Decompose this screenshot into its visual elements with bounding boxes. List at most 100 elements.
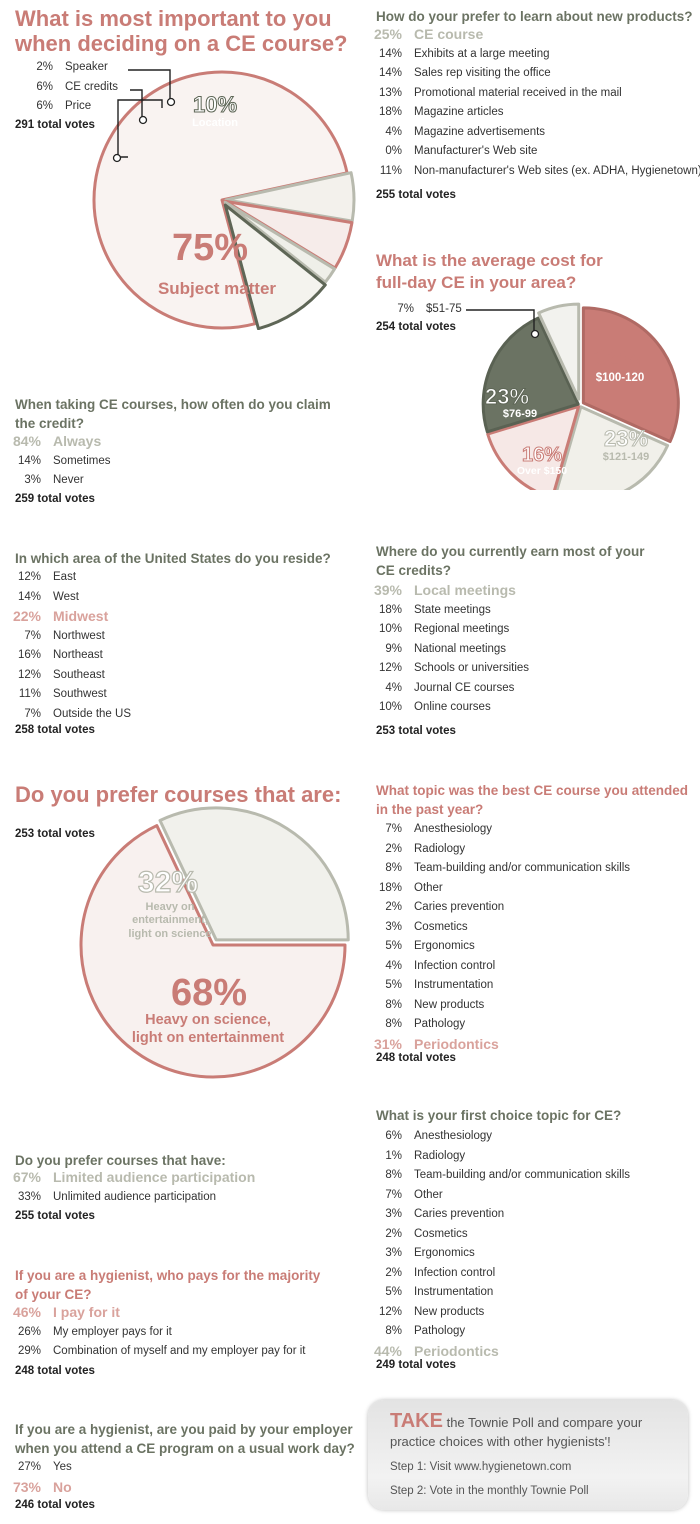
s1-leader-price bbox=[117, 99, 163, 158]
s3-label-a: $100-120 bbox=[596, 372, 645, 384]
list-item: 7% $51-75 bbox=[376, 300, 462, 320]
item-label: Southwest bbox=[53, 688, 107, 700]
list-item: 2% Infection control bbox=[364, 1264, 630, 1284]
item-percent: 25% bbox=[373, 26, 402, 42]
list-item: 25% CE course bbox=[364, 25, 700, 45]
list-item: 9% National meetings bbox=[364, 640, 529, 660]
s7-b-l1: Heavy on science, bbox=[145, 1012, 271, 1028]
item-label: Ergonomics bbox=[414, 940, 475, 952]
s11-total: 248 total votes bbox=[15, 1365, 95, 1377]
item-label: Northwest bbox=[53, 629, 105, 642]
s3-pie-slices bbox=[481, 302, 680, 490]
list-item: 8% Team-building and/or communication ski… bbox=[364, 859, 630, 879]
item-percent: 7% bbox=[24, 707, 41, 720]
list-item: 12% Southeast bbox=[3, 666, 131, 686]
s3-title: What is the average cost for full-day CE… bbox=[376, 251, 603, 292]
s1-leader-credits bbox=[130, 89, 143, 118]
s1-title: What is most important to you when decid… bbox=[15, 6, 348, 56]
item-percent: 5% bbox=[385, 979, 402, 991]
s7-pie-chart: 32% Heavy on entertainment, light on sci… bbox=[79, 806, 350, 1079]
item-percent: 10% bbox=[378, 623, 402, 635]
s8-question: What topic was the best CE course you at… bbox=[376, 783, 689, 817]
list-item: 3% Caries prevention bbox=[364, 1205, 630, 1225]
s3-label-c: Over $150 bbox=[517, 465, 567, 477]
item-percent: 10% bbox=[378, 701, 402, 713]
item-label: Non-manufacturer's Web sites (ex. ADHA, … bbox=[414, 164, 700, 177]
list-item: 18% State meetings bbox=[364, 601, 529, 621]
s3-pie-chart: 32% $100-120 23% $121-149 16% Over $150 … bbox=[466, 302, 680, 490]
s1-leader-dot bbox=[166, 97, 176, 107]
s7-pie-slices bbox=[79, 806, 350, 1079]
s2-question: How do your prefer to learn about new pr… bbox=[376, 9, 693, 24]
item-percent: 12% bbox=[17, 668, 41, 681]
item-label: Cosmetics bbox=[414, 1227, 468, 1240]
item-label: Price bbox=[65, 100, 92, 112]
item-label: New products bbox=[414, 998, 485, 1011]
list-item: 3% Never bbox=[3, 471, 111, 491]
item-percent: 9% bbox=[385, 642, 402, 655]
list-item: 14% West bbox=[3, 588, 131, 608]
item-label: Team-building and/or communication skill… bbox=[414, 1169, 631, 1181]
list-item: 12% East bbox=[3, 568, 131, 588]
list-item: 18% Magazine articles bbox=[364, 103, 700, 123]
item-label: Caries prevention bbox=[414, 1208, 505, 1220]
list-item: 10% Regional meetings bbox=[364, 620, 529, 640]
s1-subject-pct: 75% bbox=[172, 227, 248, 269]
list-item: 84% Always bbox=[3, 432, 111, 452]
item-label: $51-75 bbox=[426, 303, 462, 315]
list-item: 14% Exhibits at a large meeting bbox=[364, 45, 700, 65]
item-label: Magazine advertisements bbox=[414, 125, 546, 138]
item-label: Schools or universities bbox=[414, 662, 530, 674]
list-item: 39% Local meetings bbox=[364, 581, 529, 601]
item-percent: 3% bbox=[385, 1208, 402, 1220]
list-item: 4% Magazine advertisements bbox=[364, 123, 700, 143]
item-label: Unlimited audience participation bbox=[53, 1190, 217, 1203]
item-percent: 7% bbox=[24, 629, 41, 642]
item-percent: 44% bbox=[373, 1342, 402, 1359]
list-item: 12% New products bbox=[364, 1303, 630, 1323]
item-percent: 6% bbox=[385, 1130, 402, 1142]
item-label: Anesthesiology bbox=[414, 1130, 492, 1142]
item-label: Anesthesiology bbox=[414, 823, 492, 835]
item-percent: 14% bbox=[17, 454, 41, 467]
s7-a-l3: light on science bbox=[128, 928, 211, 940]
item-label: Sometimes bbox=[53, 454, 111, 467]
item-label: Instrumentation bbox=[414, 1286, 494, 1298]
item-percent: 31% bbox=[373, 1035, 402, 1052]
item-label: Promotional material received in the mai… bbox=[414, 86, 622, 99]
list-item: 13% Promotional material received in the … bbox=[364, 84, 700, 104]
list-item: 12% Schools or universities bbox=[364, 659, 529, 679]
take-poll-box: TAKE the Townie Poll and compare your pr… bbox=[368, 1400, 688, 1510]
item-label: Pathology bbox=[414, 1325, 466, 1337]
item-percent: 8% bbox=[385, 862, 402, 874]
item-percent: 26% bbox=[17, 1325, 41, 1338]
item-label: My employer pays for it bbox=[53, 1325, 172, 1338]
pie-slice-science bbox=[79, 824, 347, 1079]
s1-location-label: Location bbox=[192, 117, 238, 129]
list-item: 6% CE credits bbox=[15, 78, 118, 98]
item-label: National meetings bbox=[414, 642, 507, 655]
item-percent: 14% bbox=[378, 67, 402, 79]
list-item: 14% Sometimes bbox=[3, 452, 111, 472]
take-step-2: Step 2: Vote in the monthly Townie Poll bbox=[390, 1485, 589, 1497]
item-percent: 5% bbox=[385, 1286, 402, 1298]
list-item: 7% Outside the US bbox=[3, 705, 131, 725]
s7-a-pct: 32% bbox=[138, 866, 198, 899]
item-label: Combination of myself and my employer pa… bbox=[53, 1345, 306, 1357]
item-percent: 6% bbox=[36, 100, 53, 112]
item-percent: 2% bbox=[385, 842, 402, 855]
list-item: 11% Non-manufacturer's Web sites (ex. ADH… bbox=[364, 162, 700, 182]
item-percent: 11% bbox=[18, 688, 41, 700]
list-item: 26% My employer pays for it bbox=[3, 1323, 305, 1343]
item-label: Periodontics bbox=[414, 1342, 499, 1359]
list-item: 2% Radiology bbox=[364, 840, 630, 860]
item-percent: 14% bbox=[17, 590, 41, 603]
s3-label-d-pct: 23% bbox=[485, 384, 529, 409]
item-percent: 0% bbox=[385, 145, 402, 157]
item-label: Yes bbox=[53, 1461, 72, 1473]
s3-total: 254 total votes bbox=[376, 321, 456, 333]
s9-question: What is your first choice topic for CE? bbox=[376, 1108, 622, 1123]
item-percent: 46% bbox=[12, 1304, 41, 1320]
item-percent: 33% bbox=[17, 1190, 41, 1203]
s6-question: Where do you currently earn most of your… bbox=[376, 544, 645, 578]
